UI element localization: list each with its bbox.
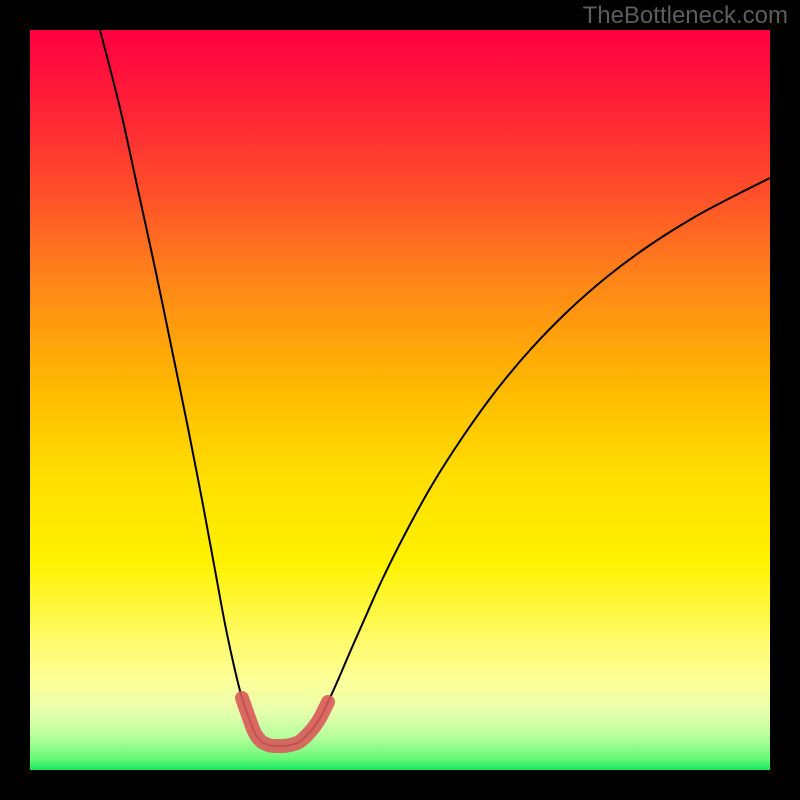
chart-svg [30, 30, 770, 770]
chart-frame: TheBottleneck.com [0, 0, 800, 800]
watermark-text: TheBottleneck.com [583, 0, 788, 32]
plot-area [30, 30, 770, 770]
gradient-backdrop [30, 30, 770, 770]
